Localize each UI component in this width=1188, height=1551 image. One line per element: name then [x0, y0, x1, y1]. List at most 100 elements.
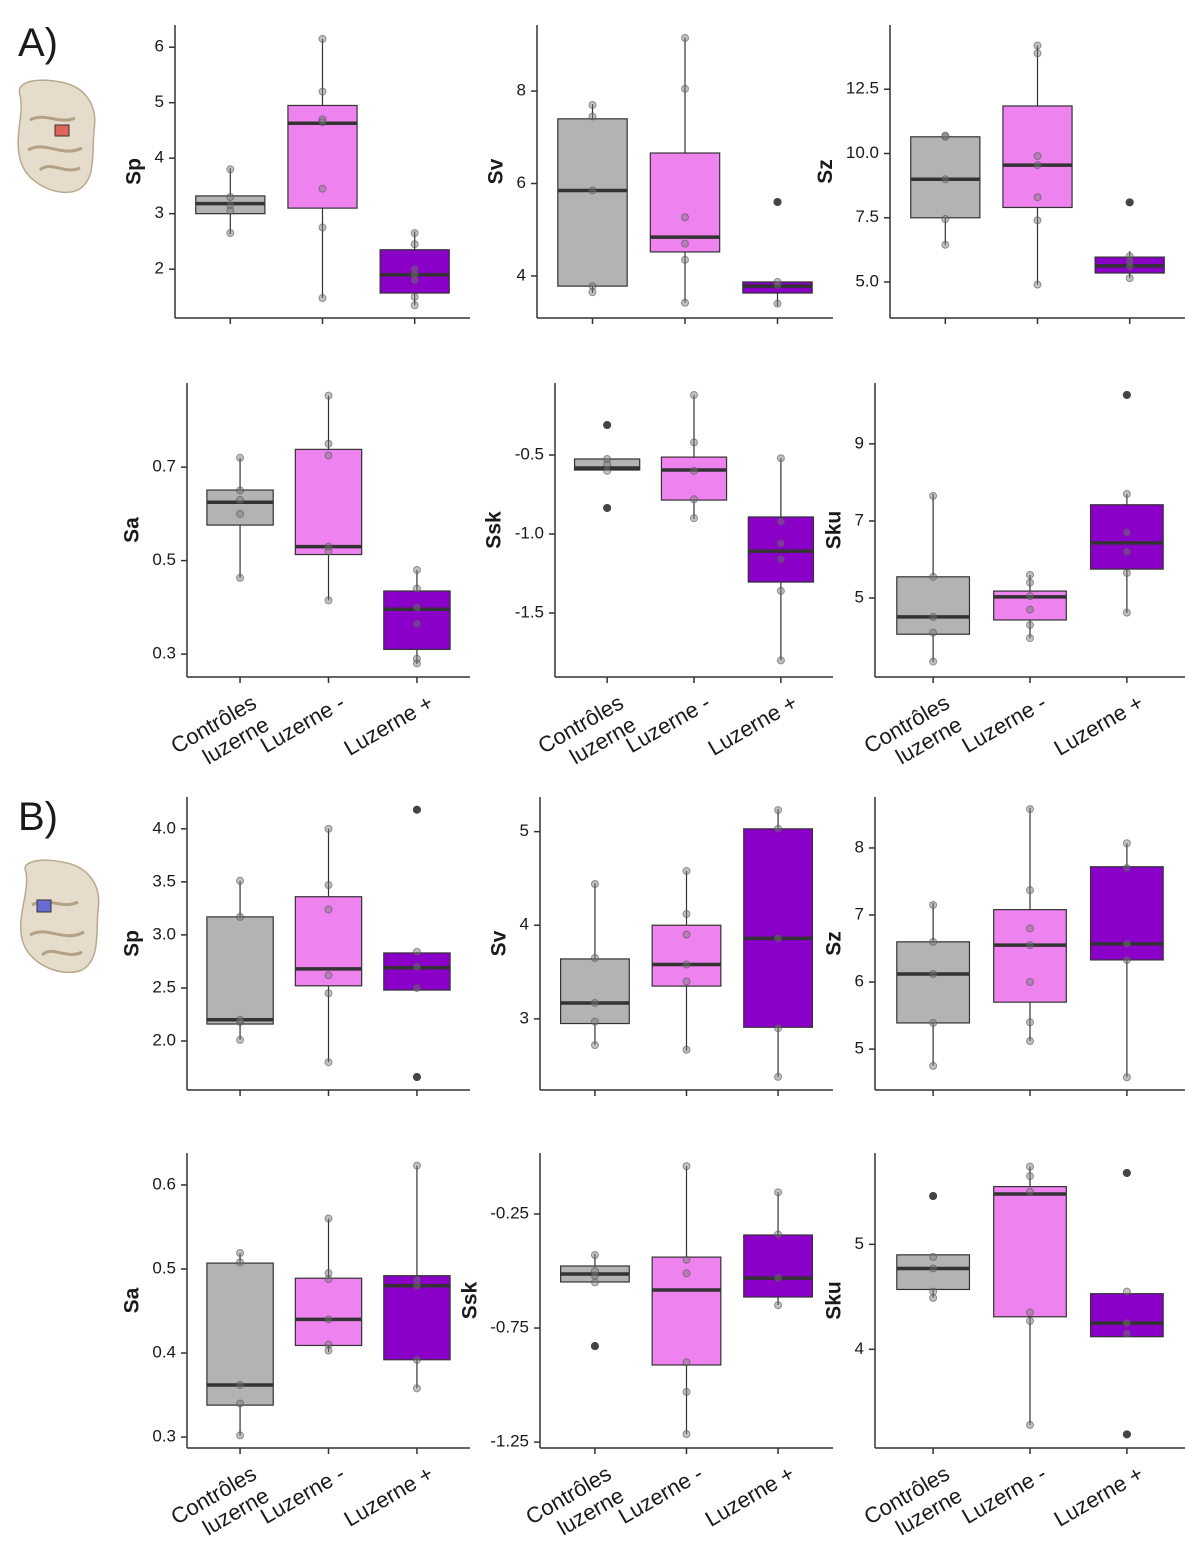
box	[910, 136, 981, 219]
data-point	[682, 1387, 691, 1396]
data-point	[681, 213, 689, 222]
data-point	[773, 281, 782, 290]
data-point	[324, 824, 333, 833]
data-point	[774, 1230, 783, 1239]
data-point	[324, 547, 333, 556]
data-point	[590, 1278, 599, 1287]
y-axis-label: Ssk	[483, 511, 506, 549]
data-point	[318, 34, 327, 43]
data-point	[318, 118, 327, 127]
data-point	[324, 596, 333, 605]
data-point	[1122, 390, 1131, 399]
data-point	[603, 454, 612, 463]
data-point	[410, 265, 419, 274]
box-plot: 2 3 4 5 6 Sp	[123, 25, 470, 324]
y-axis-label: Ssk	[458, 1282, 481, 1320]
data-point	[236, 509, 245, 518]
data-point	[236, 1035, 245, 1044]
x-tick-label: Luzerne +	[704, 690, 802, 761]
box	[660, 456, 728, 501]
data-point	[774, 1301, 783, 1310]
data-point	[588, 282, 597, 291]
data-point	[1026, 570, 1034, 579]
data-point	[773, 198, 782, 207]
data-point	[236, 1015, 245, 1024]
data-point	[682, 1045, 691, 1054]
data-point	[324, 1346, 333, 1355]
data-point	[236, 1249, 245, 1258]
x-tick-label: Luzerne -	[256, 690, 349, 758]
box	[557, 118, 628, 287]
data-point	[410, 240, 419, 249]
data-point	[1026, 978, 1034, 987]
y-tick-label: 6	[517, 173, 526, 192]
data-point	[590, 1017, 599, 1026]
box	[896, 941, 971, 1024]
data-point	[776, 555, 785, 564]
y-tick-label: 2.5	[152, 977, 176, 996]
box	[383, 952, 451, 991]
box	[1089, 504, 1164, 570]
outlier	[412, 805, 421, 814]
x-tick-label: Luzerne -	[622, 690, 715, 758]
data-point	[774, 806, 783, 815]
data-point	[1026, 1162, 1034, 1171]
data-point	[1026, 1187, 1034, 1196]
data-point	[236, 1017, 245, 1026]
y-tick-label: 7	[855, 904, 864, 923]
data-point	[412, 1281, 421, 1290]
data-point	[324, 391, 333, 400]
data-point	[682, 1269, 691, 1278]
data-point	[1026, 592, 1034, 601]
data-point	[412, 962, 421, 971]
data-point	[412, 584, 421, 593]
box	[993, 1185, 1067, 1318]
data-point	[590, 1342, 599, 1351]
box-plot: -0.25-0.75-1.25SskContrôlesluzerneLuzern…	[458, 1153, 833, 1540]
data-point	[226, 229, 235, 238]
data-point	[682, 866, 691, 875]
y-tick-label: 2.0	[152, 1030, 176, 1049]
data-point	[1122, 608, 1131, 617]
data-point	[318, 87, 327, 96]
data-point	[929, 1018, 938, 1027]
data-point	[236, 1380, 245, 1389]
y-axis-label: Sz	[814, 159, 837, 184]
data-point	[1026, 634, 1034, 643]
y-tick-label: 0.3	[152, 1427, 176, 1446]
data-point	[1125, 198, 1134, 207]
data-point	[1122, 1329, 1131, 1338]
panel-label: A)	[18, 21, 58, 65]
data-point	[318, 115, 327, 124]
outlier	[1122, 390, 1131, 399]
y-tick-label: 2	[155, 259, 164, 278]
x-tick-label: Contrôlesluzerne	[860, 690, 967, 781]
data-point	[941, 215, 950, 224]
x-tick-label: Luzerne -	[958, 690, 1051, 758]
data-point	[1122, 839, 1131, 848]
x-tick-label: Luzerne -	[614, 1461, 707, 1529]
data-point	[590, 1271, 599, 1280]
data-point	[682, 910, 691, 919]
y-tick-label: 6	[855, 972, 864, 991]
y-tick-label: 7	[855, 510, 864, 529]
data-point	[929, 628, 938, 637]
y-axis-label: Sz	[823, 931, 846, 956]
data-point	[410, 270, 419, 279]
box-plot: 5.0 7.5 10.0 12.5 Sz	[814, 25, 1185, 324]
data-point	[603, 421, 612, 430]
box	[560, 958, 630, 1025]
data-point	[1026, 1308, 1034, 1317]
tooth-image	[19, 859, 100, 974]
data-point	[1033, 193, 1042, 202]
data-point	[776, 454, 785, 463]
data-point	[682, 930, 691, 939]
y-tick-label: 12.5	[846, 79, 879, 98]
data-point	[1122, 1319, 1131, 1328]
y-axis-label: Sv	[488, 930, 511, 956]
x-tick-label: Luzerne +	[340, 1461, 438, 1532]
box	[651, 924, 722, 987]
